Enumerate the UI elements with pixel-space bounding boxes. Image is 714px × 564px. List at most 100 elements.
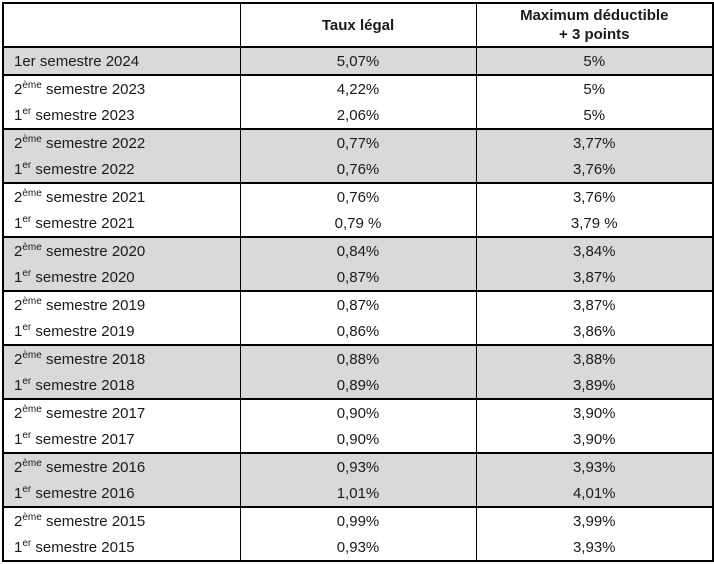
semester-label: 2ème semestre 2022	[2, 128, 241, 156]
ordinal-superscript: ème	[22, 457, 42, 469]
ordinal-superscript: ème	[22, 349, 42, 361]
taux-legal-value: 0,84%	[239, 236, 477, 264]
taux-legal-value: 0,79 %	[239, 210, 477, 237]
semester-label: 2ème semestre 2020	[2, 236, 241, 264]
maximum-deductible-value: 3,76%	[475, 156, 714, 183]
semester-label: 2ème semestre 2015	[2, 506, 241, 534]
maximum-deductible-value: 4,01%	[475, 480, 714, 507]
ordinal-superscript: ème	[22, 133, 42, 145]
table-row: 2ème semestre 2018 0,88% 3,88%	[2, 344, 714, 372]
table-row: 1er semestre 2017 0,90% 3,90%	[2, 426, 714, 453]
table-row: 1er semestre 2024 5,07% 5%	[2, 46, 714, 75]
semester-label: 1er semestre 2015	[2, 534, 241, 561]
maximum-deductible-value: 5%	[475, 74, 714, 102]
maximum-deductible-value: 3,88%	[475, 344, 714, 372]
maximum-deductible-value: 3,77%	[475, 128, 714, 156]
maximum-deductible-value: 3,93%	[475, 452, 714, 480]
taux-legal-value: 0,89%	[239, 372, 477, 399]
taux-legal-value: 0,77%	[239, 128, 477, 156]
taux-legal-value: 0,88%	[239, 344, 477, 372]
table-row: 1er semestre 2015 0,93% 3,93%	[2, 534, 714, 561]
ordinal-superscript: ème	[22, 187, 42, 199]
taux-legal-value: 0,87%	[239, 264, 477, 291]
maximum-deductible-value: 3,89%	[475, 372, 714, 399]
ordinal-superscript: er	[22, 375, 32, 387]
ordinal-superscript: er	[22, 429, 32, 441]
maximum-deductible-value: 3,87%	[475, 290, 714, 318]
table-row: 1er semestre 2023 2,06% 5%	[2, 102, 714, 129]
taux-legal-value: 4,22%	[239, 74, 477, 102]
semester-label: 2ème semestre 2016	[2, 452, 241, 480]
taux-legal-value: 0,87%	[239, 290, 477, 318]
semester-label: 1er semestre 2022	[2, 156, 241, 183]
semester-label: 1er semestre 2020	[2, 264, 241, 291]
table-row: 2ème semestre 2017 0,90% 3,90%	[2, 398, 714, 426]
ordinal-superscript: er	[22, 105, 32, 117]
maximum-deductible-value: 3,86%	[475, 318, 714, 345]
table-body: 1er semestre 2024 5,07% 5% 2ème semestre 20…	[2, 46, 714, 561]
ordinal-superscript: ème	[22, 79, 42, 91]
taux-legal-value: 0,93%	[239, 452, 477, 480]
maximum-deductible-value: 3,84%	[475, 236, 714, 264]
table-row: 2ème semestre 2022 0,77% 3,77%	[2, 128, 714, 156]
header-maximum-deductible-line2: + 3 points	[559, 26, 630, 43]
table-row: 2ème semestre 2021 0,76% 3,76%	[2, 182, 714, 210]
semester-label: 1er semestre 2016	[2, 480, 241, 507]
taux-legal-value: 0,99%	[239, 506, 477, 534]
semester-label: 1er semestre 2018	[2, 372, 241, 399]
table-row: 2ème semestre 2023 4,22% 5%	[2, 74, 714, 102]
taux-legal-value: 0,90%	[239, 398, 477, 426]
header-empty-cell	[2, 3, 241, 48]
semester-label: 1er semestre 2017	[2, 426, 241, 453]
table-row: 1er semestre 2019 0,86% 3,86%	[2, 318, 714, 345]
table-row: 1er semestre 2018 0,89% 3,89%	[2, 372, 714, 399]
maximum-deductible-value: 5%	[475, 46, 714, 75]
table-row: 2ème semestre 2020 0,84% 3,84%	[2, 236, 714, 264]
ordinal-superscript: ème	[22, 511, 42, 523]
semester-label: 1er semestre 2021	[2, 210, 241, 237]
semester-label: 2ème semestre 2018	[2, 344, 241, 372]
maximum-deductible-value: 3,79 %	[475, 210, 714, 237]
header-maximum-deductible: Maximum déductible + 3 points	[475, 3, 714, 48]
ordinal-superscript: er	[22, 537, 32, 549]
taux-legal-value: 0,76%	[239, 182, 477, 210]
semester-label: 2ème semestre 2017	[2, 398, 241, 426]
table-row: 2ème semestre 2016 0,93% 3,93%	[2, 452, 714, 480]
maximum-deductible-value: 3,90%	[475, 398, 714, 426]
taux-legal-value: 0,76%	[239, 156, 477, 183]
table-row: 1er semestre 2021 0,79 % 3,79 %	[2, 210, 714, 237]
ordinal-superscript: er	[22, 321, 32, 333]
maximum-deductible-value: 5%	[475, 102, 714, 129]
table-row: 1er semestre 2020 0,87% 3,87%	[2, 264, 714, 291]
header-maximum-deductible-line1: Maximum déductible	[520, 7, 669, 24]
taux-legal-value: 2,06%	[239, 102, 477, 129]
ordinal-superscript: ème	[22, 241, 42, 253]
table-row: 2ème semestre 2015 0,99% 3,99%	[2, 506, 714, 534]
semester-label: 2ème semestre 2021	[2, 182, 241, 210]
maximum-deductible-value: 3,87%	[475, 264, 714, 291]
taux-legal-value: 5,07%	[239, 46, 477, 75]
table-row: 1er semestre 2022 0,76% 3,76%	[2, 156, 714, 183]
semester-label: 1er semestre 2023	[2, 102, 241, 129]
maximum-deductible-value: 3,93%	[475, 534, 714, 561]
semester-label: 2ème semestre 2023	[2, 74, 241, 102]
table-row: 2ème semestre 2019 0,87% 3,87%	[2, 290, 714, 318]
maximum-deductible-value: 3,99%	[475, 506, 714, 534]
taux-legal-value: 0,86%	[239, 318, 477, 345]
ordinal-superscript: ème	[22, 403, 42, 415]
semester-label: 2ème semestre 2019	[2, 290, 241, 318]
taux-legal-value: 0,93%	[239, 534, 477, 561]
header-row: Taux légal Maximum déductible + 3 points	[2, 3, 714, 48]
taux-legal-value: 0,90%	[239, 426, 477, 453]
maximum-deductible-value: 3,90%	[475, 426, 714, 453]
ordinal-superscript: er	[22, 483, 32, 495]
maximum-deductible-value: 3,76%	[475, 182, 714, 210]
semester-label: 1er semestre 2024	[2, 46, 241, 75]
ordinal-superscript: er	[22, 213, 32, 225]
ordinal-superscript: er	[22, 267, 32, 279]
ordinal-superscript: er	[22, 159, 32, 171]
semester-label: 1er semestre 2019	[2, 318, 241, 345]
taux-legal-value: 1,01%	[239, 480, 477, 507]
table-row: 1er semestre 2016 1,01% 4,01%	[2, 480, 714, 507]
